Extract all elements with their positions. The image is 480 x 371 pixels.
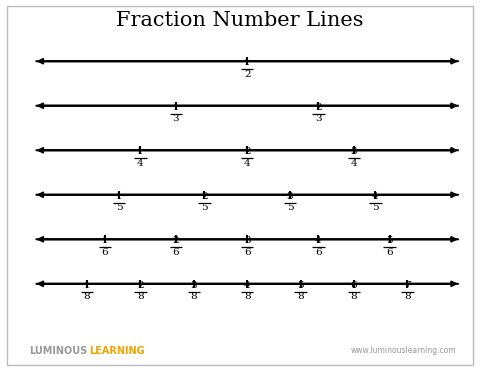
Text: 6: 6 xyxy=(315,248,322,257)
Text: 4: 4 xyxy=(351,159,357,168)
Text: 6: 6 xyxy=(351,281,357,290)
Text: www.luminouslearning.com: www.luminouslearning.com xyxy=(350,346,456,355)
Text: 4: 4 xyxy=(244,159,251,168)
Text: 8: 8 xyxy=(297,292,304,301)
Text: 3: 3 xyxy=(173,114,180,123)
Text: 3: 3 xyxy=(287,192,293,201)
Text: 3: 3 xyxy=(351,147,357,156)
Text: 2: 2 xyxy=(137,281,144,290)
Text: 8: 8 xyxy=(351,292,357,301)
Text: 1: 1 xyxy=(244,58,251,67)
Text: 8: 8 xyxy=(191,292,197,301)
Text: 5: 5 xyxy=(372,203,379,212)
Text: 2: 2 xyxy=(201,192,208,201)
Text: 1: 1 xyxy=(173,103,180,112)
Text: 8: 8 xyxy=(84,292,90,301)
Text: 4: 4 xyxy=(315,236,322,245)
Text: 5: 5 xyxy=(386,236,393,245)
Text: 3: 3 xyxy=(191,281,197,290)
Text: LEARNING: LEARNING xyxy=(89,346,144,355)
Text: 1: 1 xyxy=(84,281,90,290)
Text: 5: 5 xyxy=(287,203,293,212)
Text: 4: 4 xyxy=(137,159,144,168)
Text: 4: 4 xyxy=(244,281,251,290)
Text: 2: 2 xyxy=(244,70,251,79)
Text: 2: 2 xyxy=(173,236,180,245)
Text: 1: 1 xyxy=(116,192,122,201)
Text: 1: 1 xyxy=(137,147,144,156)
Text: 5: 5 xyxy=(297,281,304,290)
Text: 3: 3 xyxy=(315,114,322,123)
Text: 5: 5 xyxy=(201,203,208,212)
Text: 7: 7 xyxy=(404,281,411,290)
Text: 5: 5 xyxy=(116,203,122,212)
Text: 8: 8 xyxy=(244,292,251,301)
Text: 8: 8 xyxy=(137,292,144,301)
Text: LUMINOUS: LUMINOUS xyxy=(29,346,87,355)
Text: 6: 6 xyxy=(386,248,393,257)
Text: 2: 2 xyxy=(244,147,251,156)
Text: Fraction Number Lines: Fraction Number Lines xyxy=(116,11,364,30)
Text: 6: 6 xyxy=(173,248,180,257)
Text: 3: 3 xyxy=(244,236,251,245)
Text: 8: 8 xyxy=(404,292,411,301)
Text: 6: 6 xyxy=(101,248,108,257)
Text: 2: 2 xyxy=(315,103,322,112)
Text: 1: 1 xyxy=(101,236,108,245)
Text: 4: 4 xyxy=(372,192,379,201)
Text: 6: 6 xyxy=(244,248,251,257)
